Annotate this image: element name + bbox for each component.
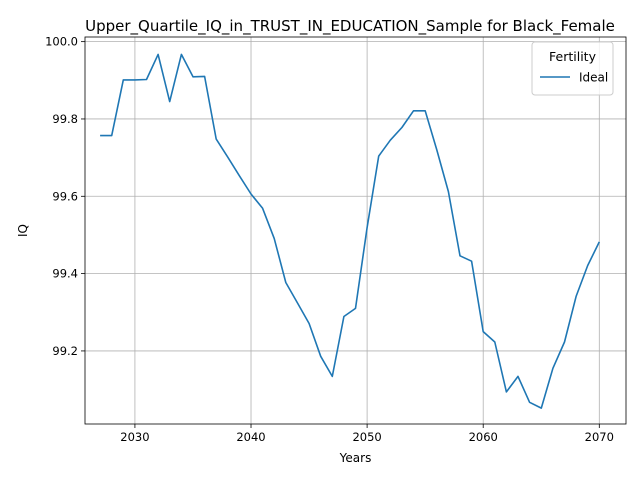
x-tick-label: 2070	[585, 430, 614, 444]
chart-title: Upper_Quartile_IQ_in_TRUST_IN_EDUCATION_…	[85, 17, 615, 36]
legend-series-label: Ideal	[579, 71, 608, 85]
x-tick-label: 2030	[120, 430, 149, 444]
x-tick-label: 2060	[469, 430, 498, 444]
legend-title: Fertility	[549, 49, 597, 64]
x-tick-label: 2050	[352, 430, 381, 444]
y-tick-label: 99.8	[52, 112, 78, 126]
y-tick-label: 99.4	[52, 267, 78, 281]
y-tick-label: 99.2	[52, 344, 78, 358]
y-tick-label: 100.0	[45, 35, 78, 49]
y-axis-label: IQ	[16, 224, 30, 237]
y-tick-label: 99.6	[52, 189, 78, 203]
x-tick-label: 2040	[236, 430, 265, 444]
x-axis-label: Years	[339, 451, 372, 465]
legend: Fertility Ideal	[532, 42, 613, 95]
